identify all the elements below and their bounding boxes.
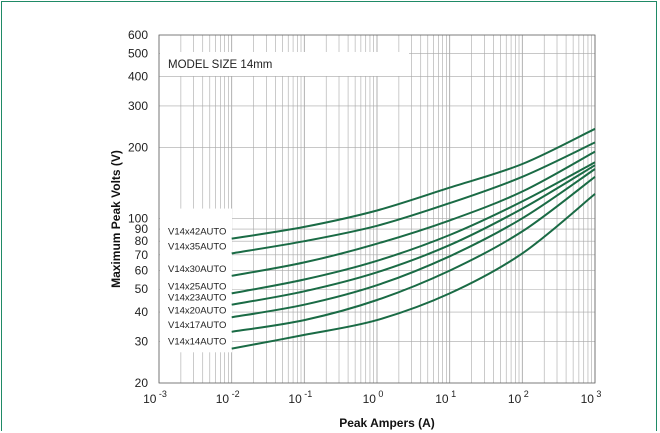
- series-labels: V14x42AUTO V14x35AUTO V14x30AUTO V14x25AUTO…: [168, 227, 226, 348]
- y-tick-label: 400: [128, 69, 148, 83]
- x-tick-label: 10 -1: [288, 389, 312, 406]
- y-tick-label: 100: [128, 211, 148, 225]
- series-labels-background: [160, 208, 232, 353]
- plot-border: [158, 34, 596, 384]
- series-label: V14x20AUTO: [168, 305, 226, 316]
- series-line-v14x17auto: [231, 176, 596, 333]
- chart-title: MODEL SIZE 14mm: [168, 59, 272, 71]
- y-axis-title: Maximum Peak Volts (V): [109, 150, 123, 288]
- series-label: V14x35AUTO: [168, 241, 226, 252]
- y-tick-label: 90: [135, 222, 149, 236]
- x-tick-label: 10 3: [581, 389, 602, 406]
- series-label: V14x17AUTO: [168, 320, 226, 331]
- series-label: V14x14AUTO: [168, 337, 226, 348]
- series-line-v14x20auto: [231, 168, 596, 319]
- y-tick-label: 20: [135, 376, 149, 390]
- x-tick-label: 10 -3: [143, 389, 167, 406]
- series-label: V14x42AUTO: [168, 227, 226, 238]
- y-tick-label: 500: [128, 47, 148, 61]
- y-tick-label: 300: [128, 99, 148, 113]
- x-tick-label: 10 1: [435, 389, 456, 406]
- series-lines: [231, 127, 596, 350]
- series-label: V14x30AUTO: [168, 264, 226, 275]
- x-tick-labels: 10 -3 10 -2 10 -1 10 0 10 1 10 2 10 3: [143, 389, 601, 406]
- x-axis-title: Peak Ampers (A): [339, 416, 435, 430]
- y-tick-label: 70: [135, 248, 149, 262]
- y-tick-label: 30: [135, 335, 149, 349]
- x-tick-label: 10 -2: [216, 389, 240, 406]
- x-tick-label: 10 2: [508, 389, 529, 406]
- y-tick-label: 600: [128, 28, 148, 42]
- x-tick-label: 10 0: [363, 389, 384, 406]
- series-line-v14x42auto: [231, 127, 596, 240]
- y-tick-label: 60: [135, 264, 149, 278]
- series-line-v14x23auto: [231, 164, 596, 306]
- series-line-v14x35auto: [231, 141, 596, 255]
- series-line-v14x14auto: [231, 193, 596, 350]
- y-tick-label: 50: [135, 282, 149, 296]
- series-line-v14x25auto: [231, 161, 596, 295]
- y-tick-label: 80: [135, 234, 149, 248]
- y-tick-label: 40: [135, 305, 149, 319]
- series-label: V14x23AUTO: [168, 293, 226, 304]
- y-tick-label: 200: [128, 140, 148, 154]
- series-label: V14x25AUTO: [168, 281, 226, 292]
- model-label-background: [160, 52, 409, 76]
- series-line-v14x30auto: [231, 150, 596, 277]
